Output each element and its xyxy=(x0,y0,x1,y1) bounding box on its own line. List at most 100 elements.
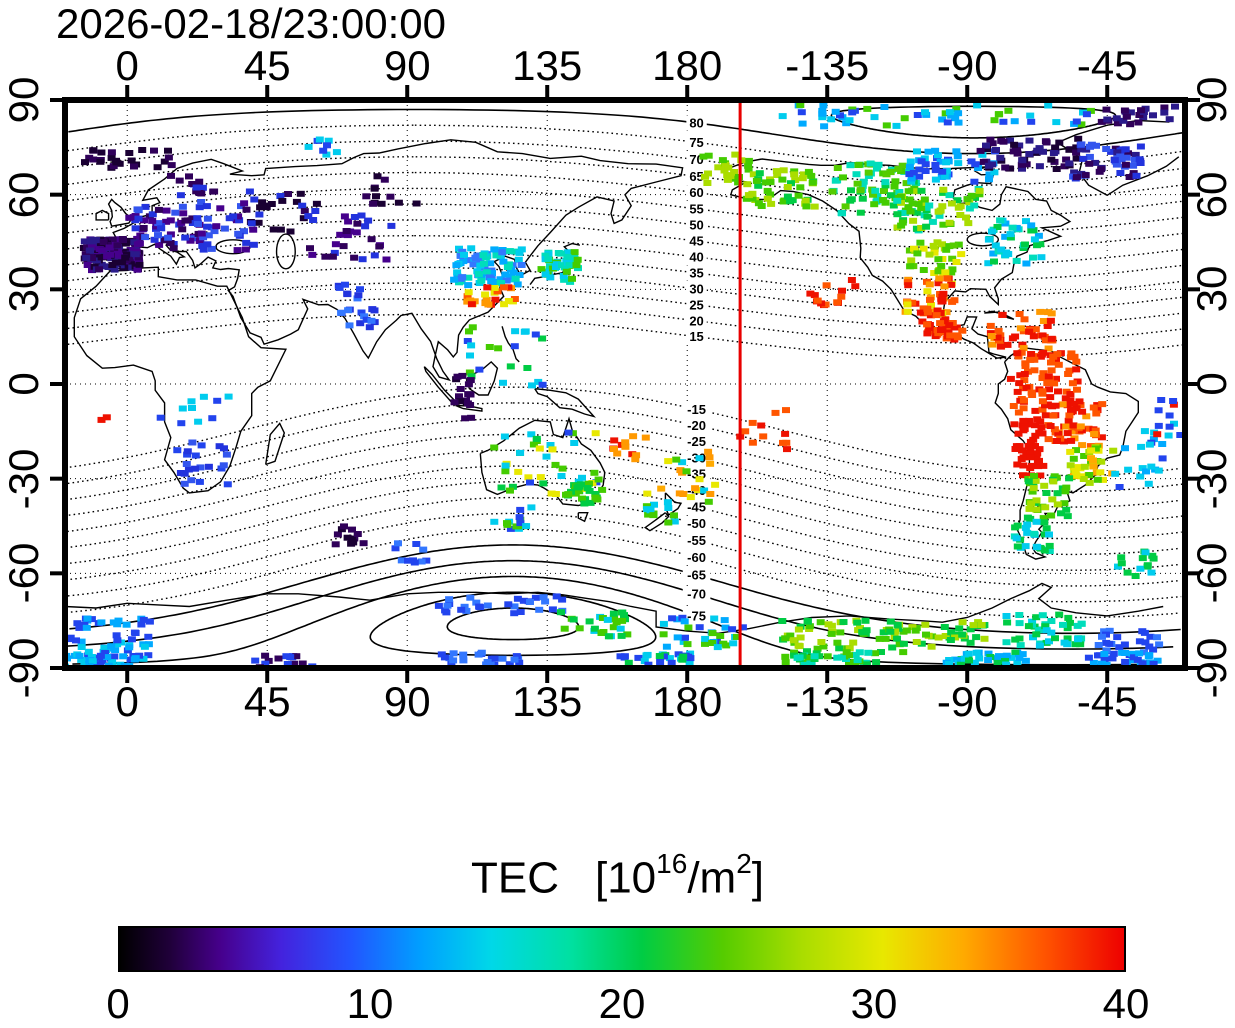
contour-label: 35 xyxy=(689,265,703,280)
tec-cluster-coral-sea-red xyxy=(609,433,650,463)
tec-cluster-south-georgia xyxy=(1114,548,1158,579)
tec-cluster-bottom-band-4 xyxy=(781,649,881,668)
tec-cluster-se-asia-sparse xyxy=(463,324,547,389)
contour-label: -60 xyxy=(687,550,706,565)
tec-cluster-south-pacific-red xyxy=(736,407,791,453)
tec-cluster-s-indian-purple xyxy=(331,523,368,548)
x-axis-bottom-tick-label: 135 xyxy=(512,678,583,725)
colorbar-tick-label: 40 xyxy=(1102,980,1150,1027)
y-axis-left-tick-label: 30 xyxy=(0,265,47,313)
geomagnetic-contour-labels: 8075706560555045403530252015-15-20-25-30… xyxy=(682,115,711,624)
tec-cluster-arctic-russia xyxy=(304,136,341,158)
y-axis-right-tick-label: 60 xyxy=(1188,171,1235,219)
tec-cluster-atlantic-edge xyxy=(1140,397,1185,439)
tec-cluster-south-africa xyxy=(173,439,232,488)
tec-cluster-arctic-europe xyxy=(81,147,176,171)
contour-label: -55 xyxy=(687,533,706,548)
x-axis-top-tick-label: -45 xyxy=(1076,42,1138,89)
contour-label: 40 xyxy=(689,250,703,265)
contour-label: -65 xyxy=(687,568,706,583)
contour-label: 55 xyxy=(689,201,703,216)
tec-cluster-antarctica-indian-dashes xyxy=(434,593,567,617)
x-axis-bottom-tick-label: -90 xyxy=(936,678,998,725)
y-axis-right-tick-label: 0 xyxy=(1188,372,1235,396)
contour-label: -70 xyxy=(687,586,706,601)
tec-cluster-antarctica-green-2 xyxy=(934,619,989,646)
tec-cluster-queen-maud-blue xyxy=(73,615,154,639)
x-axis-bottom-tick-label: -135 xyxy=(785,678,870,725)
colorbar-gradient xyxy=(118,926,1126,972)
tec-cluster-patagonia xyxy=(1010,518,1054,554)
world-map-plot: 8075706560555045403530252015-15-20-25-30… xyxy=(50,85,1200,683)
tec-cluster-antarctica-peninsula-cyan xyxy=(1002,611,1086,649)
x-axis-top-tick-label: 45 xyxy=(243,42,291,89)
tec-cluster-south-brazil xyxy=(1066,444,1118,486)
colorbar-title-tec: TEC xyxy=(470,853,559,903)
tec-cluster-nw-canada xyxy=(828,160,920,217)
x-axis-bottom-tick-label: 90 xyxy=(383,678,431,725)
contour-label: 80 xyxy=(689,115,703,130)
colorbar-unit-mid: /m xyxy=(687,853,737,903)
colorbar-tick-label: 0 xyxy=(106,980,130,1027)
tec-cluster-greenland xyxy=(1069,141,1145,182)
tec-cluster-australia-wide xyxy=(490,429,601,497)
map-frame xyxy=(62,97,1188,671)
y-axis-right-tick-label: 90 xyxy=(1188,76,1235,124)
tec-cluster-bottom-band-6 xyxy=(1084,649,1162,668)
contour-label: 60 xyxy=(689,185,703,200)
colorbar-unit-exponent2: 2 xyxy=(736,848,752,879)
x-axis-top-tick-label: -90 xyxy=(936,42,998,89)
tec-cluster-caribbean-red xyxy=(986,308,1057,352)
great-lakes-outline xyxy=(966,232,1000,247)
contour-label: -75 xyxy=(687,609,706,624)
contour-label: -20 xyxy=(687,418,706,433)
contour-label: 15 xyxy=(689,329,703,344)
tec-cluster-alaska xyxy=(742,167,819,210)
contour-label: 65 xyxy=(689,169,703,184)
tec-cluster-andes-red xyxy=(1010,416,1048,479)
tec-cluster-indonesia-dark xyxy=(450,372,476,422)
contour-label: -45 xyxy=(687,499,706,514)
contour-label: 30 xyxy=(689,281,703,296)
y-axis-left-tick-label: 60 xyxy=(0,171,47,219)
colorbar-unit-suffix: ] xyxy=(751,853,765,903)
x-axis-top-tick-label: 180 xyxy=(652,42,723,89)
contour-label: 75 xyxy=(689,135,703,150)
colorbar-tick-label: 30 xyxy=(850,980,898,1027)
tec-cluster-japan xyxy=(537,249,582,285)
tec-cluster-south-china-row xyxy=(463,284,519,308)
x-axis-top-tick-label: 135 xyxy=(512,42,583,89)
timestamp-title: 2026-02-18/23:00:00 xyxy=(56,0,446,47)
y-axis-right-tick-label: -90 xyxy=(1188,637,1235,699)
tec-cluster-antarctica-ross-cyan xyxy=(557,609,632,640)
y-axis-left-tick-label: 0 xyxy=(0,372,47,396)
y-axis-right-tick-label: -60 xyxy=(1188,542,1235,604)
x-axis-bottom-tick-label: 0 xyxy=(115,678,139,725)
contour-label: 50 xyxy=(689,217,703,232)
colorbar-unit-prefix: [10 xyxy=(594,853,657,903)
tec-cluster-antarctica-pacific-green xyxy=(778,617,937,656)
tec-cluster-india xyxy=(334,281,379,331)
tec-cluster-bottom-band-2 xyxy=(437,649,524,668)
tec-measurement-points xyxy=(65,102,1185,668)
tec-cluster-central-asia xyxy=(304,212,396,263)
x-axis-top-tick-label: -135 xyxy=(785,42,870,89)
axis-tick-marks xyxy=(50,85,1200,683)
tec-cluster-africa-red-dot xyxy=(97,414,111,423)
tec-cluster-east-europe xyxy=(194,199,258,254)
tec-cluster-china-korea xyxy=(450,245,526,289)
y-axis-left-tick-label: -30 xyxy=(0,448,47,510)
tec-cluster-north-pacific-red xyxy=(806,277,860,309)
colorbar-title: TEC [1016/m2] xyxy=(0,848,1235,904)
colorbar-tick-label: 20 xyxy=(598,980,646,1027)
contour-label: 20 xyxy=(689,313,703,328)
y-axis-right-tick-label: -30 xyxy=(1188,448,1235,510)
x-axis-top-tick-label: 0 xyxy=(115,42,139,89)
tec-cluster-n-south-america-red xyxy=(1006,349,1082,419)
tec-cluster-west-russia xyxy=(242,188,321,235)
colorbar-unit-exponent: 16 xyxy=(656,848,688,879)
tec-cluster-central-africa-sparse xyxy=(156,393,233,427)
tec-cluster-se-australia xyxy=(562,476,607,507)
caspian-sea-outline xyxy=(275,233,296,270)
